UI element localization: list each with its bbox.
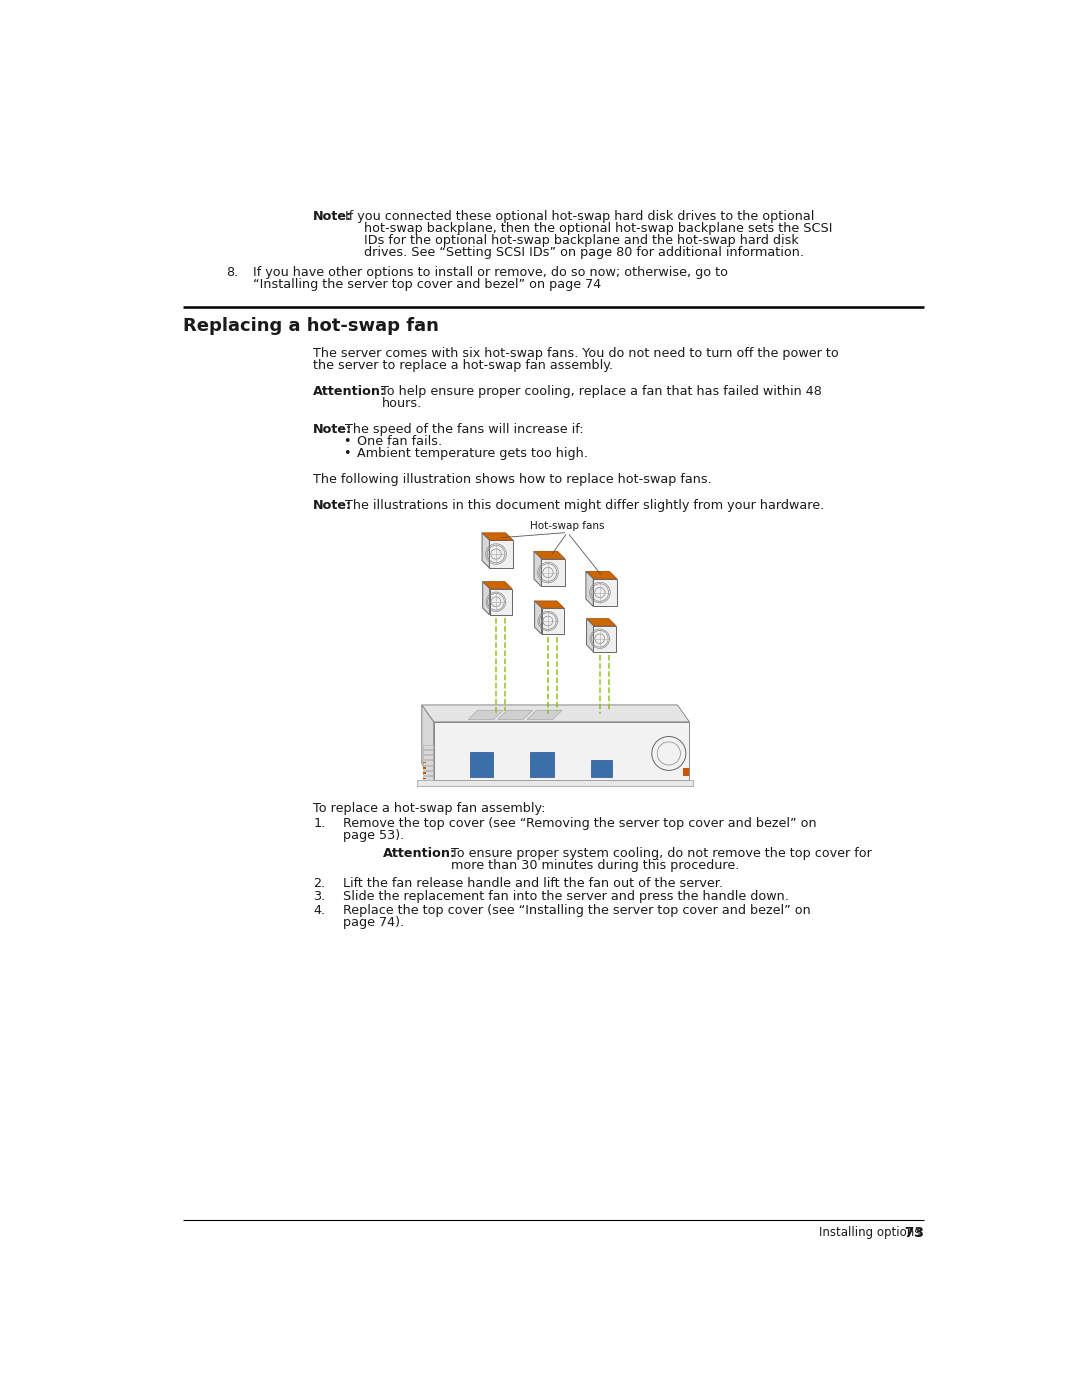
Text: Installing options: Installing options <box>819 1225 920 1239</box>
Text: To help ensure proper cooling, replace a fan that has failed within 48: To help ensure proper cooling, replace a… <box>381 384 822 398</box>
Polygon shape <box>422 750 433 754</box>
Text: page 53).: page 53). <box>342 828 404 842</box>
Polygon shape <box>593 578 617 606</box>
Polygon shape <box>417 781 693 785</box>
Polygon shape <box>586 619 594 652</box>
Text: •: • <box>342 447 350 460</box>
Polygon shape <box>470 752 494 777</box>
Polygon shape <box>483 581 489 615</box>
Polygon shape <box>434 722 689 781</box>
Polygon shape <box>530 752 554 777</box>
Polygon shape <box>535 601 564 608</box>
Text: Slide the replacement fan into the server and press the handle down.: Slide the replacement fan into the serve… <box>342 890 788 904</box>
Polygon shape <box>498 710 532 719</box>
Text: Note:: Note: <box>313 210 352 224</box>
Text: Note:: Note: <box>313 423 352 436</box>
Polygon shape <box>683 768 689 775</box>
Text: Hot-swap fans: Hot-swap fans <box>530 521 605 531</box>
Text: If you have other options to install or remove, do so now; otherwise, go to: If you have other options to install or … <box>253 265 728 278</box>
Text: the server to replace a hot-swap fan assembly.: the server to replace a hot-swap fan ass… <box>313 359 613 372</box>
Text: 2.: 2. <box>313 877 325 890</box>
Polygon shape <box>591 760 612 777</box>
Polygon shape <box>534 552 541 587</box>
Polygon shape <box>534 552 565 559</box>
Polygon shape <box>535 601 541 634</box>
Text: Attention:: Attention: <box>383 847 456 859</box>
Polygon shape <box>489 541 513 569</box>
Polygon shape <box>541 608 564 634</box>
Polygon shape <box>422 760 433 764</box>
Polygon shape <box>489 588 512 615</box>
Text: drives. See “Setting SCSI IDs” on page 80 for additional information.: drives. See “Setting SCSI IDs” on page 8… <box>364 246 804 260</box>
Text: Lift the fan release handle and lift the fan out of the server.: Lift the fan release handle and lift the… <box>342 877 723 890</box>
Text: more than 30 minutes during this procedure.: more than 30 minutes during this procedu… <box>451 859 740 872</box>
Text: IDs for the optional hot-swap backplane and the hot-swap hard disk: IDs for the optional hot-swap backplane … <box>364 235 798 247</box>
Text: Replacing a hot-swap fan: Replacing a hot-swap fan <box>183 317 438 335</box>
Text: One fan fails.: One fan fails. <box>356 434 442 448</box>
Text: If you connected these optional hot-swap hard disk drives to the optional: If you connected these optional hot-swap… <box>345 210 814 224</box>
Text: page 74).: page 74). <box>342 916 404 929</box>
Polygon shape <box>594 626 616 652</box>
Polygon shape <box>586 619 616 626</box>
Text: To ensure proper system cooling, do not remove the top cover for: To ensure proper system cooling, do not … <box>451 847 872 859</box>
Polygon shape <box>527 710 562 719</box>
Text: Remove the top cover (see “Removing the server top cover and bezel” on: Remove the top cover (see “Removing the … <box>342 817 816 830</box>
Polygon shape <box>585 571 617 578</box>
Text: Ambient temperature gets too high.: Ambient temperature gets too high. <box>356 447 588 460</box>
Polygon shape <box>482 532 489 569</box>
Text: 1.: 1. <box>313 817 325 830</box>
Polygon shape <box>469 710 503 719</box>
Polygon shape <box>422 766 433 770</box>
Polygon shape <box>585 571 593 606</box>
Polygon shape <box>482 532 513 541</box>
Polygon shape <box>422 705 434 781</box>
Text: 3.: 3. <box>313 890 325 904</box>
Text: hot-swap backplane, then the optional hot-swap backplane sets the SCSI: hot-swap backplane, then the optional ho… <box>364 222 832 235</box>
Text: The server comes with six hot-swap fans. You do not need to turn off the power t: The server comes with six hot-swap fans.… <box>313 346 839 359</box>
Text: To replace a hot-swap fan assembly:: To replace a hot-swap fan assembly: <box>313 802 545 814</box>
Text: 73: 73 <box>895 1225 924 1239</box>
Polygon shape <box>483 581 512 588</box>
Text: The following illustration shows how to replace hot-swap fans.: The following illustration shows how to … <box>313 474 712 486</box>
Text: hours.: hours. <box>381 397 421 409</box>
Polygon shape <box>541 559 565 587</box>
Polygon shape <box>422 771 433 775</box>
Text: Replace the top cover (see “Installing the server top cover and bezel” on: Replace the top cover (see “Installing t… <box>342 904 810 916</box>
Text: Note:: Note: <box>313 499 352 513</box>
Polygon shape <box>422 745 433 749</box>
Text: Attention:: Attention: <box>313 384 387 398</box>
Polygon shape <box>422 777 433 781</box>
Text: The speed of the fans will increase if:: The speed of the fans will increase if: <box>345 423 583 436</box>
Text: 8.: 8. <box>227 265 239 278</box>
Text: “Installing the server top cover and bezel” on page 74: “Installing the server top cover and bez… <box>253 278 602 291</box>
Polygon shape <box>422 756 433 760</box>
Polygon shape <box>422 705 689 722</box>
Text: •: • <box>342 434 350 448</box>
Text: The illustrations in this document might differ slightly from your hardware.: The illustrations in this document might… <box>345 499 824 513</box>
Text: 4.: 4. <box>313 904 325 916</box>
